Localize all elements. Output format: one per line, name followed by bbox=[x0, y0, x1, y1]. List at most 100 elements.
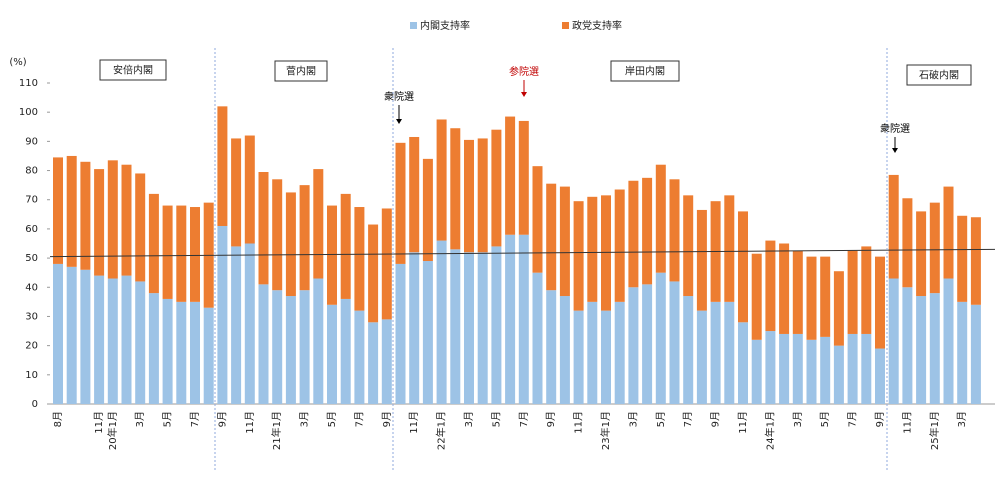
y-tick-label: 60 bbox=[25, 224, 38, 235]
x-tick-label: 11月 bbox=[737, 411, 749, 434]
bar-segment bbox=[422, 158, 433, 262]
y-tick-label: 80 bbox=[25, 166, 38, 177]
bar-segment bbox=[655, 272, 666, 404]
bar-segment bbox=[888, 174, 899, 279]
cabinet-box bbox=[610, 60, 680, 82]
bar-segment bbox=[833, 271, 844, 346]
bar-segment bbox=[135, 173, 146, 282]
bar-segment bbox=[614, 301, 625, 404]
y-axis-label: (%) bbox=[9, 57, 26, 68]
bar-segment bbox=[642, 177, 653, 285]
bar-segment bbox=[368, 322, 379, 404]
x-tick-label: 5月 bbox=[655, 411, 667, 427]
bar-segment bbox=[765, 240, 776, 332]
legend-label: 政党支持率 bbox=[572, 19, 622, 32]
bar-segment bbox=[957, 215, 968, 302]
bar-segment bbox=[847, 250, 858, 334]
bar-segment bbox=[395, 142, 406, 264]
bar-segment bbox=[642, 284, 653, 404]
bar-segment bbox=[258, 172, 269, 285]
bar-segment bbox=[505, 116, 516, 235]
bar-segment bbox=[409, 136, 420, 253]
cabinet-label: 岸田内閣 bbox=[625, 65, 665, 78]
bar-segment bbox=[546, 290, 557, 404]
bar-segment bbox=[532, 166, 543, 273]
bar-segment bbox=[875, 256, 885, 349]
y-tick-label: 20 bbox=[25, 341, 38, 352]
bar-segment bbox=[546, 183, 557, 291]
bar-segment bbox=[53, 263, 63, 404]
bar-segment bbox=[80, 161, 91, 270]
x-tick-label: 3月 bbox=[956, 411, 968, 427]
bar-segment bbox=[107, 278, 118, 404]
y-tick-label: 50 bbox=[25, 253, 38, 264]
bar-segment bbox=[450, 249, 461, 404]
bar-segment bbox=[381, 319, 392, 404]
bar-segment bbox=[148, 293, 159, 404]
y-tick-label: 30 bbox=[25, 311, 38, 322]
x-tick-label: 20年1月 bbox=[106, 411, 119, 450]
bar-segment bbox=[875, 348, 885, 404]
bar-segment bbox=[820, 336, 831, 404]
bar-segment bbox=[272, 290, 283, 404]
bar-segment bbox=[820, 256, 831, 337]
bar-segment bbox=[738, 322, 748, 404]
bar-segment bbox=[491, 246, 502, 404]
bar-segment bbox=[464, 252, 474, 404]
bar-segment bbox=[258, 284, 269, 404]
cabinet-label: 石破内閣 bbox=[919, 69, 959, 82]
x-tick-label: 11月 bbox=[901, 411, 913, 434]
trend-line bbox=[49, 248, 996, 258]
bar-segment bbox=[696, 209, 707, 311]
bar-segment bbox=[792, 333, 803, 404]
bar-segment bbox=[313, 169, 324, 279]
bar-segment bbox=[327, 304, 337, 404]
annotation-arrowhead bbox=[521, 92, 527, 97]
y-tick-label: 110 bbox=[19, 78, 38, 89]
y-tick-label: 70 bbox=[25, 195, 38, 206]
y-tick-label: 0 bbox=[32, 399, 38, 410]
bar-segment bbox=[299, 185, 310, 291]
bar-segment bbox=[491, 129, 502, 247]
bar-segment bbox=[121, 275, 132, 404]
x-tick-label: 9月 bbox=[710, 411, 722, 427]
x-tick-label: 11月 bbox=[93, 411, 105, 434]
bar-segment bbox=[285, 192, 296, 297]
bar-segment bbox=[203, 307, 214, 404]
bar-segment bbox=[738, 211, 748, 323]
bar-segment bbox=[176, 301, 187, 404]
bar-segment bbox=[299, 290, 310, 404]
bar-segment bbox=[436, 119, 447, 241]
cabinet-label: 安倍内閣 bbox=[113, 64, 153, 77]
annotation: 参院選 bbox=[509, 65, 539, 78]
annotation: 衆院選 bbox=[384, 90, 414, 103]
bar-segment bbox=[244, 135, 255, 244]
bar-segment bbox=[751, 339, 762, 404]
bar-segment bbox=[669, 179, 680, 282]
x-tick-label: 3月 bbox=[134, 411, 146, 427]
bar-segment bbox=[929, 293, 940, 404]
x-tick-label: 5月 bbox=[326, 411, 338, 427]
bar-segment bbox=[847, 333, 858, 404]
bar-segment bbox=[861, 246, 872, 334]
bar-segment bbox=[573, 201, 584, 311]
legend-swatch bbox=[410, 22, 417, 29]
x-tick-label: 3月 bbox=[627, 411, 639, 427]
bar-segment bbox=[970, 304, 981, 404]
bar-segment bbox=[943, 186, 954, 279]
bar-segment bbox=[135, 281, 146, 404]
bar-segment bbox=[107, 160, 118, 279]
bar-segment bbox=[354, 207, 365, 311]
annotation-arrowhead bbox=[892, 148, 898, 153]
x-tick-label: 5月 bbox=[819, 411, 831, 427]
bar-segment bbox=[833, 345, 844, 404]
bar-segment bbox=[601, 310, 611, 404]
x-tick-label: 11月 bbox=[244, 411, 256, 434]
bar-segment bbox=[162, 205, 173, 299]
bar-segment bbox=[505, 234, 516, 404]
bar-segment bbox=[861, 333, 872, 404]
bar-segment bbox=[765, 331, 776, 404]
bar-segment bbox=[313, 278, 324, 404]
bar-segment bbox=[148, 193, 159, 294]
